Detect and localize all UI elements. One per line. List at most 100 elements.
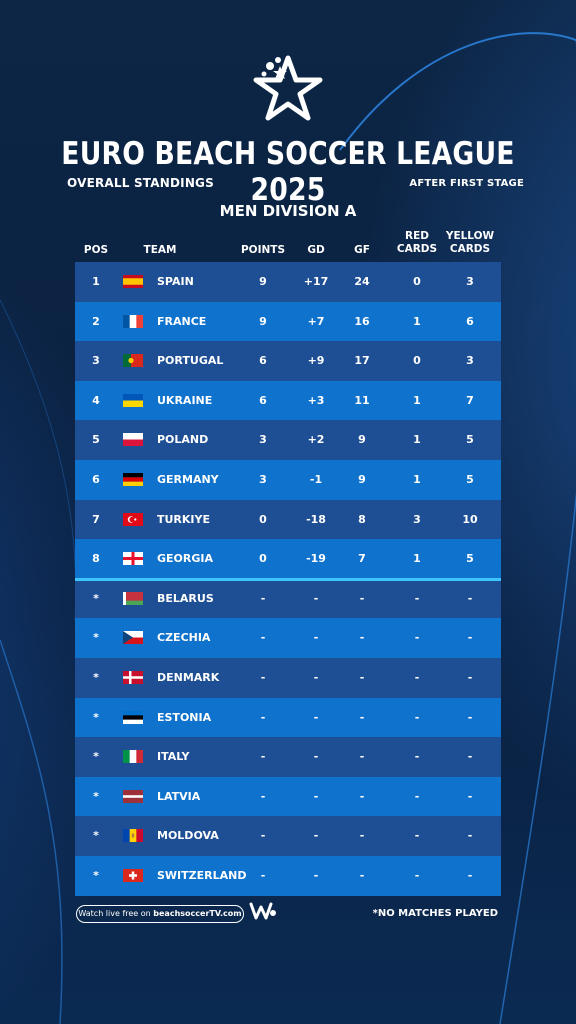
cell-points: 0 — [259, 512, 267, 526]
cell-red-cards: 0 — [413, 354, 421, 368]
cell-pos: * — [93, 591, 99, 605]
cell-red-cards: - — [414, 868, 420, 882]
cell-red-cards: - — [414, 750, 420, 764]
cell-gd: - — [313, 591, 319, 605]
cell-gf: 24 — [354, 275, 370, 288]
cell-red-cards: - — [414, 631, 420, 645]
table-row: * CZECHIA - - - - - — [75, 618, 501, 658]
cell-gd: -18 — [306, 512, 326, 526]
cell-gd: - — [313, 829, 319, 843]
cell-team: PORTUGAL — [157, 354, 224, 368]
cell-yellow-cards: 10 — [462, 512, 478, 526]
cell-red-cards: - — [414, 789, 420, 803]
watch-live-site: beachsoccerTV.com — [153, 909, 242, 918]
cell-pos: * — [93, 710, 99, 724]
cell-points: 9 — [259, 275, 267, 288]
cell-red-cards: 3 — [413, 512, 421, 526]
cell-team: ESTONIA — [157, 710, 212, 724]
cell-gf: - — [359, 868, 365, 882]
cell-pos: 5 — [92, 433, 100, 447]
table-row: * MOLDOVA - - - - - — [75, 816, 501, 856]
italy-flag-icon — [123, 750, 143, 764]
cell-points: 6 — [259, 393, 267, 407]
cell-pos: 1 — [92, 275, 100, 288]
table-row: * BELARUS - - - - - — [75, 578, 501, 619]
header-red-cards: RED CARDS — [392, 230, 442, 256]
cell-points: - — [260, 631, 266, 645]
cell-pos: 8 — [92, 552, 100, 566]
league-logo — [250, 52, 326, 124]
cell-team: DENMARK — [157, 670, 220, 684]
watch-live-text: Watch live free on — [78, 909, 154, 918]
table-row: 7 TURKIYE 0 -18 8 3 10 — [75, 499, 501, 540]
beach-soccer-worldwide-logo — [248, 898, 278, 926]
cell-gd: -19 — [306, 552, 326, 566]
table-row: 2 FRANCE 9 +7 16 1 6 — [75, 301, 501, 342]
cell-gf: - — [359, 750, 365, 764]
cell-team: UKRAINE — [157, 393, 213, 407]
division-title: MEN DIVISION A — [219, 202, 357, 220]
cell-points: - — [260, 789, 266, 803]
cell-yellow-cards: 5 — [466, 472, 474, 486]
cell-points: 3 — [259, 433, 267, 447]
no-matches-note: *NO MATCHES PLAYED — [372, 908, 498, 919]
cell-team: POLAND — [157, 433, 209, 447]
header-gf: GF — [354, 244, 370, 256]
cell-team: GERMANY — [157, 472, 219, 486]
cell-pos: 4 — [92, 393, 100, 407]
cell-points: - — [260, 710, 266, 724]
watch-live-banner[interactable]: Watch live free on beachsoccerTV.com — [76, 905, 244, 923]
cell-red-cards: - — [414, 710, 420, 724]
header-team: TEAM — [143, 244, 177, 256]
cell-team: TURKIYE — [157, 512, 211, 526]
cell-yellow-cards: - — [467, 868, 473, 882]
cell-pos: * — [93, 868, 99, 882]
cell-red-cards: 1 — [413, 314, 421, 328]
cell-points: - — [260, 750, 266, 764]
estonia-flag-icon — [123, 710, 143, 724]
header-gd: GD — [307, 244, 325, 256]
cell-pos: 2 — [92, 314, 100, 328]
czechia-flag-icon — [123, 631, 143, 645]
table-header: POS TEAM POINTS GD GF RED CARDS YELLOW C… — [75, 228, 501, 260]
header-yellow-cards: YELLOW CARDS — [440, 230, 500, 256]
cell-gd: - — [313, 631, 319, 645]
france-flag-icon — [123, 314, 143, 328]
cell-yellow-cards: 6 — [466, 314, 474, 328]
cell-red-cards: 1 — [413, 433, 421, 447]
header-yellow-line1: YELLOW — [445, 230, 495, 242]
portugal-flag-icon — [123, 354, 143, 368]
cell-red-cards: - — [414, 829, 420, 843]
belarus-flag-icon — [123, 591, 143, 605]
cell-team: FRANCE — [157, 314, 207, 328]
cell-yellow-cards: 5 — [466, 552, 474, 566]
standings-table: 1 SPAIN 9 +17 24 0 3 2 FRANCE 9 +7 16 1 6 3 PORTUGAL 6 +9… — [75, 262, 501, 896]
georgia-flag-icon — [123, 552, 143, 566]
cell-gf: - — [359, 789, 365, 803]
cell-gd: - — [313, 789, 319, 803]
cell-red-cards: 1 — [413, 393, 421, 407]
cell-gf: 7 — [358, 552, 366, 566]
table-row: * ESTONIA - - - - - — [75, 697, 501, 738]
cell-yellow-cards: 3 — [466, 354, 474, 368]
cell-pos: 7 — [92, 512, 100, 526]
cell-pos: * — [93, 829, 99, 843]
table-row: 5 POLAND 3 +2 9 1 5 — [75, 420, 501, 460]
cell-gd: - — [313, 868, 319, 882]
cell-points: - — [260, 829, 266, 843]
cell-yellow-cards: - — [467, 750, 473, 764]
cell-gd: +2 — [307, 433, 325, 447]
cell-yellow-cards: - — [467, 789, 473, 803]
cell-pos: * — [93, 789, 99, 803]
cell-points: 6 — [259, 354, 267, 368]
cell-yellow-cards: - — [467, 591, 473, 605]
cell-team: CZECHIA — [157, 631, 211, 645]
poland-flag-icon — [123, 433, 143, 447]
table-row: 6 GERMANY 3 -1 9 1 5 — [75, 459, 501, 500]
cell-gf: 9 — [358, 433, 366, 447]
cell-team: ITALY — [157, 750, 190, 764]
table-row: 8 GEORGIA 0 -19 7 1 5 — [75, 539, 501, 579]
cell-yellow-cards: 5 — [466, 433, 474, 447]
ukraine-flag-icon — [123, 393, 143, 407]
germany-flag-icon — [123, 472, 143, 486]
